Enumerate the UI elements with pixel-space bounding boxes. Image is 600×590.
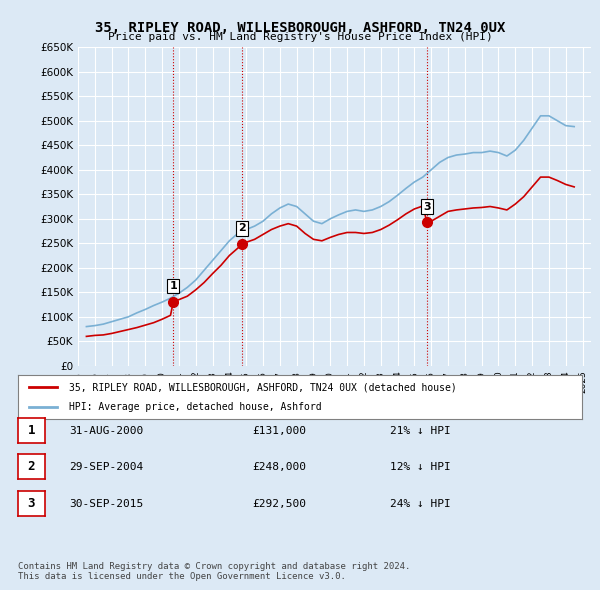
Text: 35, RIPLEY ROAD, WILLESBOROUGH, ASHFORD, TN24 0UX: 35, RIPLEY ROAD, WILLESBOROUGH, ASHFORD,… [95, 21, 505, 35]
Text: 12% ↓ HPI: 12% ↓ HPI [390, 463, 451, 472]
Text: 21% ↓ HPI: 21% ↓ HPI [390, 426, 451, 435]
Text: HPI: Average price, detached house, Ashford: HPI: Average price, detached house, Ashf… [69, 402, 322, 411]
Text: Contains HM Land Registry data © Crown copyright and database right 2024.
This d: Contains HM Land Registry data © Crown c… [18, 562, 410, 581]
Text: 3: 3 [28, 497, 35, 510]
Text: 31-AUG-2000: 31-AUG-2000 [69, 426, 143, 435]
Text: 1: 1 [169, 281, 177, 291]
Text: 29-SEP-2004: 29-SEP-2004 [69, 463, 143, 472]
Text: 3: 3 [423, 202, 431, 212]
Text: 1: 1 [28, 424, 35, 437]
Text: £292,500: £292,500 [252, 499, 306, 509]
Text: 30-SEP-2015: 30-SEP-2015 [69, 499, 143, 509]
Text: 35, RIPLEY ROAD, WILLESBOROUGH, ASHFORD, TN24 0UX (detached house): 35, RIPLEY ROAD, WILLESBOROUGH, ASHFORD,… [69, 382, 457, 392]
Text: 2: 2 [28, 460, 35, 473]
Text: 24% ↓ HPI: 24% ↓ HPI [390, 499, 451, 509]
Text: £248,000: £248,000 [252, 463, 306, 472]
Text: 2: 2 [238, 224, 246, 234]
Text: Price paid vs. HM Land Registry's House Price Index (HPI): Price paid vs. HM Land Registry's House … [107, 32, 493, 42]
Text: £131,000: £131,000 [252, 426, 306, 435]
